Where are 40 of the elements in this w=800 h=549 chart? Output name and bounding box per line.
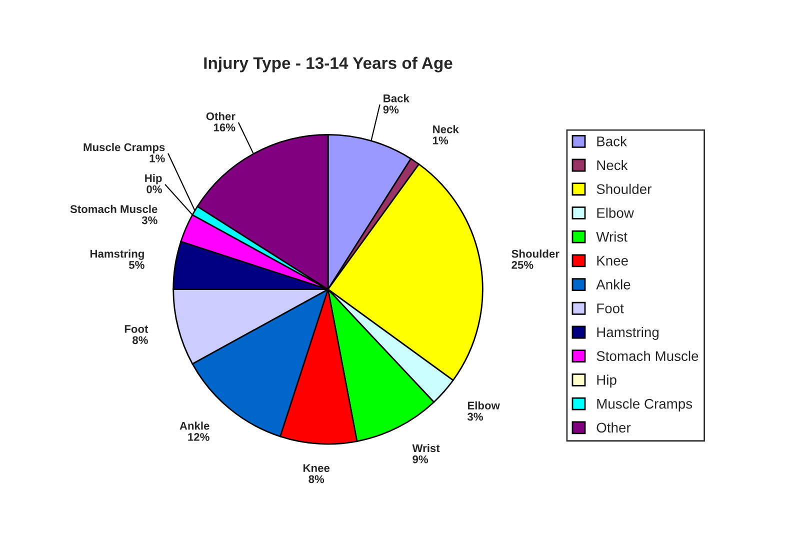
legend-label: Other	[596, 422, 631, 433]
data-label: 5%	[128, 261, 144, 269]
legend-label: Shoulder	[596, 184, 652, 194]
data-label: 3%	[467, 412, 483, 421]
legend-label: Stomach Muscle	[596, 350, 698, 362]
slice-label: Back	[384, 94, 410, 102]
slice-label: Wrist	[412, 444, 440, 452]
data-label: 1%	[433, 136, 448, 144]
slice-label: Ankle	[180, 422, 210, 430]
category-label: Hip	[145, 174, 162, 184]
legend-label: Hamstring	[597, 326, 659, 340]
legend-label: Ankle	[596, 279, 630, 290]
data-label: 1%	[150, 154, 165, 162]
legend-label: Back	[597, 136, 628, 146]
slice-label: Shoulder	[512, 250, 560, 258]
slice-label: Muscle Cramps	[84, 143, 165, 154]
legend-label: Neck	[597, 160, 628, 170]
legend-label: Muscle Cramps	[597, 398, 692, 412]
slice-label: Elbow	[468, 401, 500, 410]
legend-label: Knee	[597, 256, 628, 266]
legend-label: Wrist	[596, 232, 628, 242]
data-label: 12%	[188, 433, 210, 441]
slice-label: Other	[206, 112, 236, 120]
slice-label: Foot	[124, 325, 148, 333]
slice-label: Stomach Muscle	[70, 204, 158, 214]
legend-label: Elbow	[597, 208, 634, 218]
data-label: 25%	[512, 261, 534, 269]
slice-label: Knee	[304, 464, 330, 472]
slice-label: Neck	[433, 125, 459, 134]
legend-label: Foot	[597, 304, 624, 314]
data-label: 8%	[132, 336, 148, 344]
data-label: 16%	[214, 124, 236, 132]
text: 0%	[146, 185, 162, 194]
slice-label: Hamstring	[90, 250, 144, 260]
data-label: 9%	[383, 106, 399, 114]
data-label: 3%	[142, 216, 158, 224]
legend-label: Hip	[597, 374, 616, 388]
data-label: 8%	[308, 475, 324, 484]
chart-title: Injury Type - 13-14 Years of Age	[204, 56, 452, 72]
data-label: 9%	[412, 455, 428, 464]
